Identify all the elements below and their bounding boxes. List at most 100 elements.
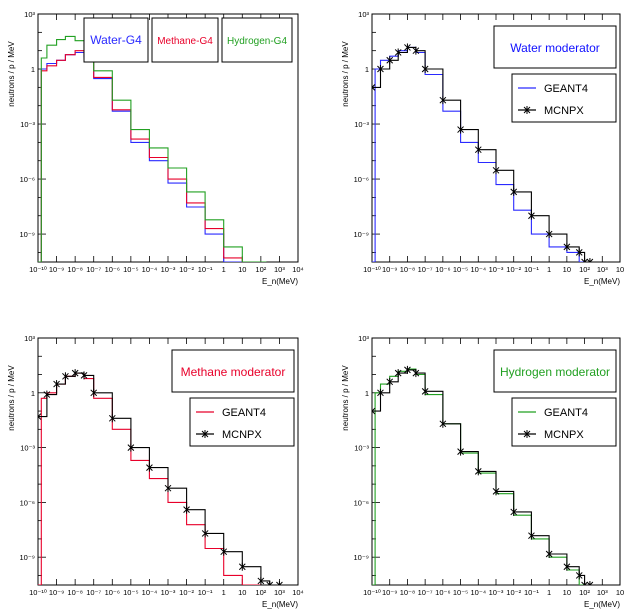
x-tick-label: 10⁻⁹ <box>382 588 398 597</box>
series-group <box>38 369 283 585</box>
mcnpx-marker <box>38 412 42 421</box>
mcnpx-marker <box>492 487 500 496</box>
mcnpx-marker <box>386 56 394 65</box>
mcnpx-marker <box>492 166 500 175</box>
x-tick-label: 10⁻³ <box>489 265 504 274</box>
mcnpx-marker <box>62 372 69 381</box>
mcnpx-marker <box>457 447 464 456</box>
x-tick-label: 10⁻⁹ <box>49 588 65 597</box>
x-tick-label: 10⁻⁴ <box>471 265 487 274</box>
x-tick-label: 10⁴ <box>292 588 304 597</box>
x-tick-label: 10⁻⁷ <box>418 265 433 274</box>
x-tick-label: 10⁻¹ <box>198 265 213 274</box>
mcnpx-marker <box>238 562 246 571</box>
y-axis-title: neutrons / p / MeV <box>7 365 16 431</box>
x-tick-label: 10² <box>579 265 590 274</box>
mcnpx-marker <box>545 230 553 239</box>
legend-label: Water-G4 <box>90 33 142 47</box>
y-tick-label: 10⁻⁹ <box>19 230 35 239</box>
x-tick-label: 10 <box>616 265 624 274</box>
mcnpx-marker <box>586 581 594 585</box>
y-tick-label: 1 <box>365 389 369 398</box>
mcnpx-marker <box>394 369 402 378</box>
mcnpx-marker <box>510 187 518 196</box>
x-tick-label: 10⁻³ <box>161 265 176 274</box>
moderator-label-box: Hydrogen moderator <box>493 349 617 393</box>
series-line-hydrogen-g4 <box>38 35 267 262</box>
x-tick-label: 10⁻⁴ <box>142 265 158 274</box>
x-tick-label: 10⁻³ <box>161 588 176 597</box>
series-line-mcnpx <box>372 369 590 585</box>
y-tick-label: 10⁻⁶ <box>354 175 369 184</box>
series-group <box>38 35 267 262</box>
y-tick-label: 10⁻⁶ <box>354 498 369 507</box>
mcnpx-marker <box>146 463 153 472</box>
x-tick-label: 10² <box>255 265 266 274</box>
y-tick-label: 10⁻³ <box>354 120 369 129</box>
series-line-methane-g4 <box>38 50 261 262</box>
x-tick-label: 10⁻² <box>506 265 521 274</box>
y-axis-title: neutrons / p / MeV <box>341 365 350 431</box>
mcnpx-marker <box>412 369 420 378</box>
x-tick-label: 10⁻⁵ <box>123 265 138 274</box>
y-tick-label: 10⁻³ <box>354 444 369 453</box>
mcnpx-marker <box>394 48 402 57</box>
x-tick-label: 10⁻³ <box>489 588 504 597</box>
mcnpx-marker <box>201 529 209 538</box>
mcnpx-marker <box>586 258 594 262</box>
legend-label: MCNPX <box>544 429 584 441</box>
x-tick-label: 10⁻⁵ <box>453 588 468 597</box>
x-tick-label: 10 <box>563 588 571 597</box>
y-tick-label: 10³ <box>24 10 35 19</box>
mcnpx-marker <box>220 547 228 556</box>
x-tick-label: 10⁻⁶ <box>105 265 120 274</box>
mcnpx-marker <box>581 258 588 262</box>
mcnpx-marker <box>457 125 464 134</box>
chart-panel-top-right: 10⁻¹⁰ 10⁻⁹ 10⁻⁸ 10⁻⁷ 10⁻⁶ 10⁻⁵ 10⁻⁴ 10⁻³ 10⁻² 10⁻… <box>341 10 624 286</box>
x-tick-label: 10⁻⁴ <box>142 588 158 597</box>
moderator-label: Water moderator <box>510 41 600 55</box>
legend: GEANT4 MCNPX <box>511 73 617 123</box>
y-tick-label: 10⁻³ <box>20 120 35 129</box>
x-tick-label: 10² <box>255 588 266 597</box>
x-tick-label: 1 <box>547 588 551 597</box>
x-tick-label: 10 <box>616 588 624 597</box>
x-tick-label: 10 <box>238 265 246 274</box>
mcnpx-marker <box>43 390 51 399</box>
legend-label: GEANT4 <box>222 407 266 419</box>
legend-box-water-g4: Water-G4 <box>83 17 149 63</box>
mcnpx-marker <box>474 467 482 476</box>
y-tick-label: 10³ <box>358 334 369 343</box>
y-tick-label: 10⁻⁹ <box>19 553 35 562</box>
x-tick-label: 10⁻¹⁰ <box>29 588 47 597</box>
y-tick-label: 1 <box>31 65 35 74</box>
x-tick-label: 10 <box>238 588 246 597</box>
legend-label: GEANT4 <box>544 407 588 419</box>
mcnpx-marker <box>421 65 429 74</box>
mcnpx-marker <box>404 43 411 52</box>
mcnpx-marker <box>276 581 283 585</box>
mcnpx-marker <box>510 507 518 516</box>
y-tick-label: 1 <box>365 65 369 74</box>
x-tick-label: 10⁻² <box>179 588 194 597</box>
mcnpx-marker <box>183 505 190 514</box>
chart-panel-bottom-left: 10⁻¹⁰ 10⁻⁹ 10⁻⁸ 10⁻⁷ 10⁻⁶ 10⁻⁵ 10⁻⁴ 10⁻³ 10⁻² 10⁻… <box>7 334 304 609</box>
x-tick-label: 10⁻⁵ <box>453 265 468 274</box>
mcnpx-marker <box>90 388 98 397</box>
legend-label: Methane-G4 <box>157 36 213 47</box>
mcnpx-marker <box>563 562 571 571</box>
x-tick-label: 10⁻⁷ <box>86 588 101 597</box>
x-tick-label: 10⁻⁸ <box>67 588 82 597</box>
x-axis-title: E_n(MeV) <box>584 277 620 286</box>
mcnpx-marker <box>53 380 60 389</box>
x-axis-title: E_n(MeV) <box>262 600 298 609</box>
mcnpx-marker <box>372 83 376 92</box>
mcnpx-marker <box>439 419 447 428</box>
y-tick-label: 10³ <box>358 10 369 19</box>
x-tick-label: 1 <box>547 265 551 274</box>
x-tick-label: 10⁻⁶ <box>435 265 450 274</box>
y-axis-title: neutrons / p / MeV <box>341 41 350 107</box>
x-tick-label: 10⁻¹ <box>198 588 213 597</box>
x-tick-label: 10² <box>579 588 590 597</box>
moderator-label-box: Methane moderator <box>171 349 295 393</box>
